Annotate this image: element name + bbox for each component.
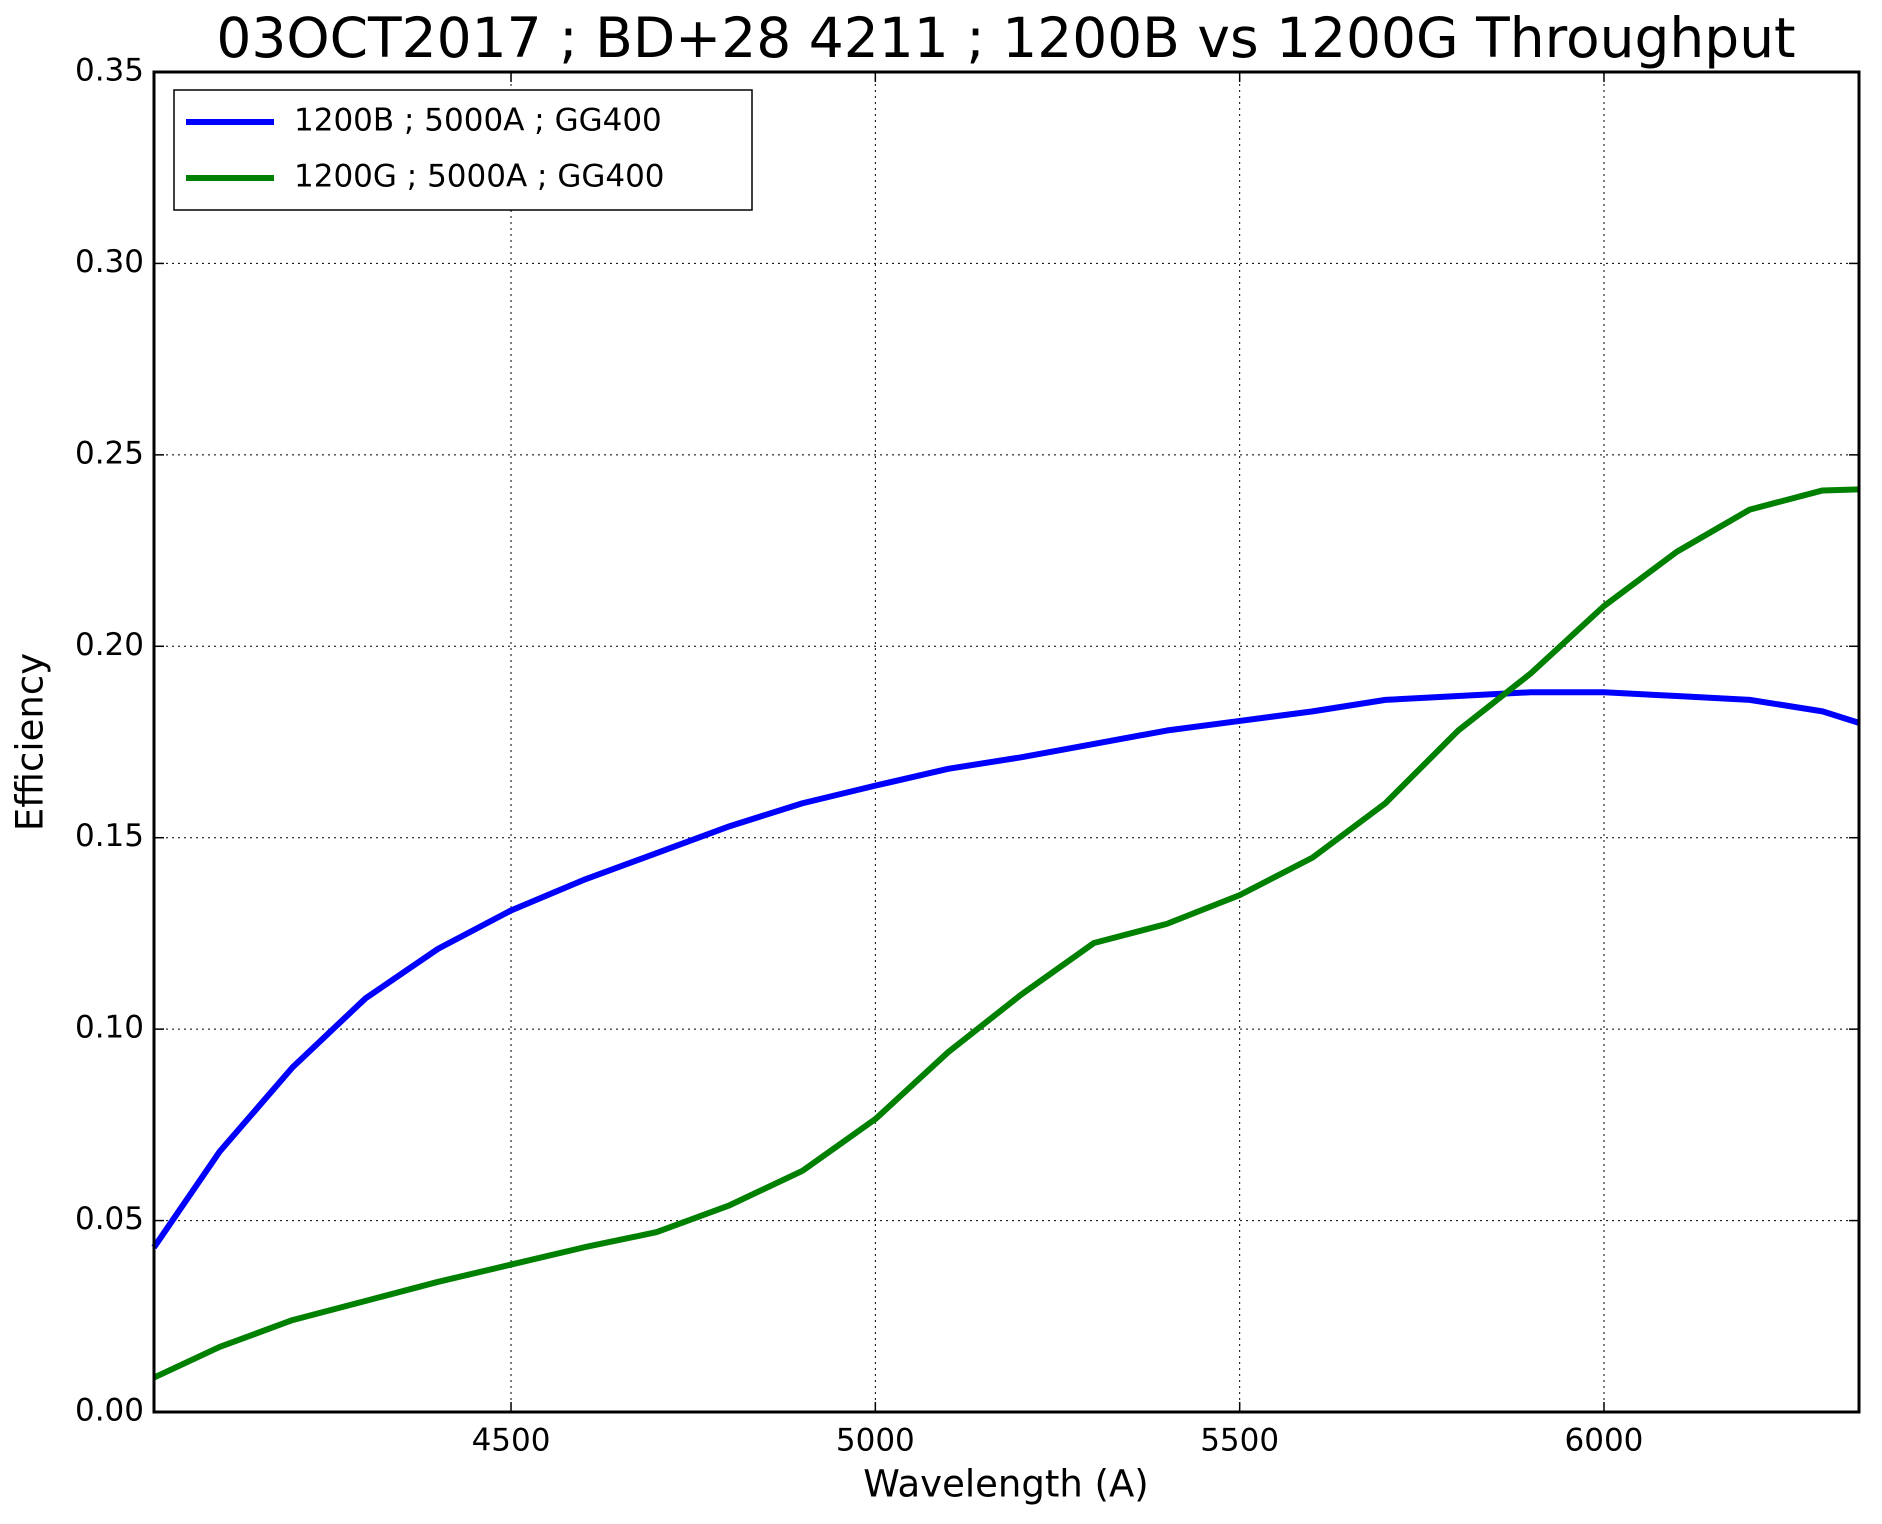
y-tick-label: 0.10	[75, 1010, 144, 1046]
y-tick-label: 0.25	[75, 435, 144, 471]
x-axis-label: Wavelength (A)	[863, 1463, 1148, 1506]
series-line	[152, 486, 1860, 1381]
y-tick-label: 0.20	[75, 627, 144, 663]
x-tick-label: 5500	[1200, 1423, 1279, 1459]
y-tick-label: 0.15	[75, 818, 144, 854]
y-axis-label: Efficiency	[9, 653, 52, 831]
plot-frame	[152, 70, 1861, 1414]
legend-label: 1200B ; 5000A ; GG400	[294, 103, 662, 139]
y-tick-label: 0.05	[75, 1201, 144, 1237]
series-line	[151, 689, 1860, 1250]
x-tick-label: 6000	[1565, 1423, 1644, 1459]
chart-title: 03OCT2017 ; BD+28 4211 ; 1200B vs 1200G …	[216, 6, 1795, 70]
x-tick-label: 4500	[472, 1423, 551, 1459]
legend-label: 1200G ; 5000A ; GG400	[294, 159, 665, 195]
y-tick-label: 0.30	[75, 244, 144, 280]
x-tick-label: 5000	[836, 1423, 915, 1459]
legend-box	[173, 89, 753, 211]
y-tick-label: 0.35	[75, 53, 144, 89]
y-tick-label: 0.00	[75, 1393, 144, 1429]
